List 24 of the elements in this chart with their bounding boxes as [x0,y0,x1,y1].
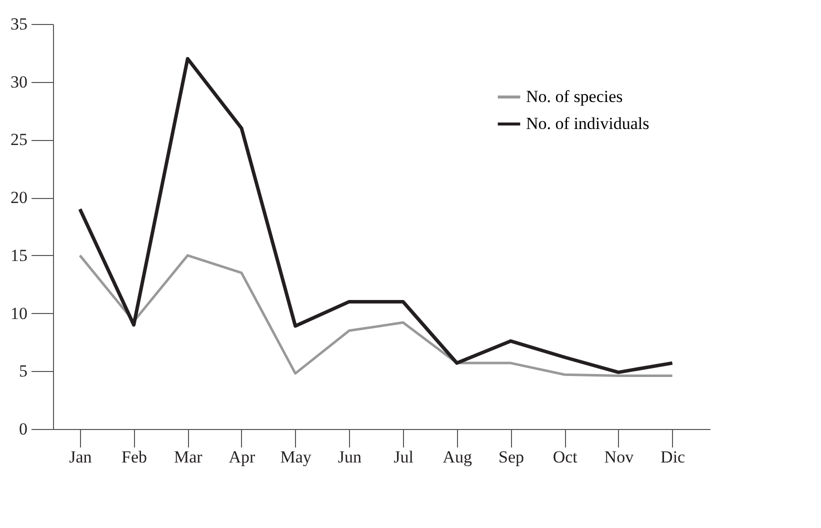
x-tick-label: Aug [442,448,473,466]
line-series [78,56,674,374]
x-tick-label: Apr [228,448,256,466]
x-tick-label: Mar [174,448,203,466]
y-tick-label: 10 [10,304,28,323]
x-tick-label: Jul [394,448,414,466]
x-tick-label: Oct [552,448,578,466]
y-tick-label: 25 [10,130,28,150]
x-tick-label: Jun [338,448,362,466]
x-tick-label: Feb [122,448,148,466]
y-tick-label: 35 [10,14,28,34]
y-tick-label: 0 [19,420,28,438]
x-tick-label: Jan [69,448,92,466]
x-tick-label: Nov [604,448,634,466]
y-tick-label: 30 [10,72,28,92]
line-series [78,254,674,378]
legend-label: No. of species [526,87,623,106]
y-tick-label: 20 [10,188,28,208]
x-tick-label: Dic [660,448,686,466]
y-tick-label: 15 [10,246,28,265]
legend-label: No. of individuals [526,114,650,133]
y-tick-label: 5 [19,362,28,381]
x-tick-label: Sep [498,448,524,466]
x-tick-label: May [280,448,312,466]
